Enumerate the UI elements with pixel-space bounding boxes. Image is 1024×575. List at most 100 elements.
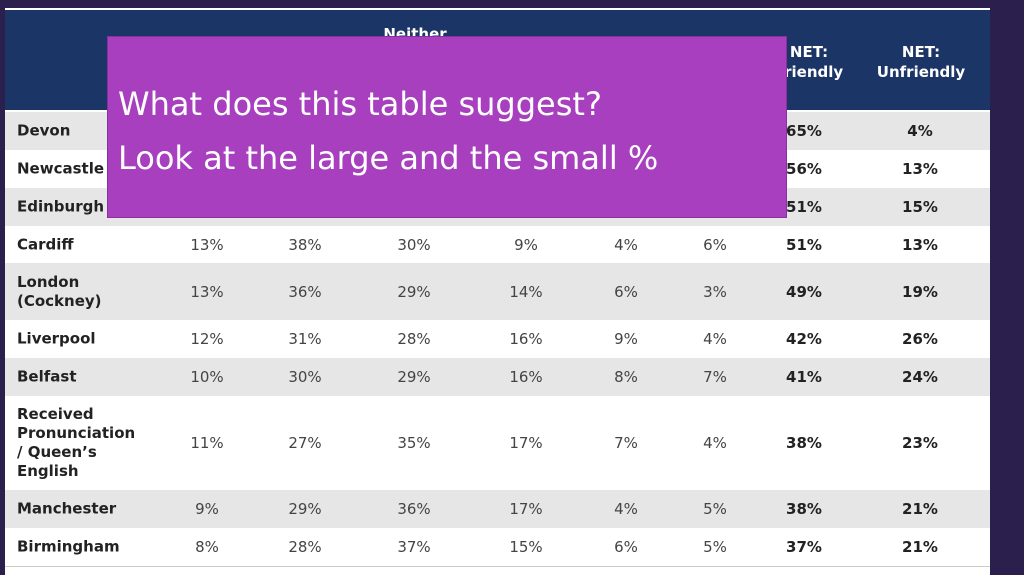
row-label: Devon	[17, 122, 70, 141]
net-cell: 13%	[902, 160, 938, 178]
row-label: Manchester	[17, 500, 116, 519]
cell: 8%	[614, 368, 638, 386]
cell: 30%	[397, 235, 431, 254]
label-line: Birmingham	[17, 537, 120, 556]
cell: 5%	[703, 500, 727, 518]
net-cell: 23%	[902, 434, 938, 452]
net-cell: 51%	[786, 198, 822, 216]
net-cell: 26%	[902, 330, 938, 348]
cell: 27%	[288, 434, 322, 452]
overlay-text: Look at the large and the small %	[118, 139, 659, 177]
table-row	[5, 396, 990, 491]
net-cell: 37%	[786, 538, 822, 556]
overlay-text: What does this table suggest?	[118, 85, 602, 123]
cell: 29%	[288, 500, 322, 518]
label-line: Received	[17, 405, 94, 423]
label-line: Cardiff	[17, 235, 74, 253]
net-cell: 41%	[786, 368, 822, 386]
overlay-box: What does this table suggest? Look at the…	[107, 36, 787, 218]
header-line: Unfriendly	[876, 63, 966, 81]
cell: 28%	[288, 538, 322, 556]
table-row	[5, 358, 990, 397]
label-line: Manchester	[17, 499, 117, 518]
table-row	[5, 490, 990, 529]
cell: 16%	[509, 368, 543, 386]
cell: 12%	[190, 330, 224, 348]
net-cell: 13%	[902, 235, 938, 254]
net-cell: 21%	[902, 500, 938, 518]
table-row	[5, 320, 990, 359]
label-line: Devon	[17, 121, 71, 140]
label-line: Pronunciation	[17, 424, 136, 442]
row-label: Liverpool	[17, 330, 96, 349]
table-row	[5, 263, 990, 321]
net-cell: 49%	[786, 282, 822, 301]
header-cell: NET: Friendly	[775, 42, 843, 82]
net-cell: 56%	[786, 160, 822, 178]
net-cell: 4%	[907, 122, 933, 140]
cell: 9%	[514, 235, 538, 254]
cell: 10%	[190, 368, 224, 386]
header-line: NET:	[789, 43, 829, 61]
cell: 30%	[288, 368, 322, 386]
cell: 4%	[703, 434, 727, 452]
cell: 13%	[190, 282, 224, 301]
cell: 16%	[509, 330, 543, 348]
cell: 7%	[703, 368, 727, 386]
label-line: English	[17, 462, 79, 480]
cell: 4%	[614, 500, 638, 518]
cell: 13%	[190, 235, 224, 254]
cell: 31%	[288, 330, 322, 348]
net-cell: 38%	[786, 500, 822, 518]
row-label: Birmingham	[17, 538, 120, 557]
header-cell: NET: Unfriendly	[877, 42, 965, 82]
net-cell: 19%	[902, 282, 938, 301]
cell: 35%	[397, 434, 431, 452]
header-line: Friendly	[774, 63, 844, 81]
cell: 9%	[195, 500, 219, 518]
cell: 17%	[509, 434, 543, 452]
header-line: NET:	[901, 43, 941, 61]
cell: 7%	[614, 434, 638, 452]
row-label: Cardiff	[17, 235, 74, 254]
net-cell: 51%	[786, 235, 822, 254]
cell: 6%	[614, 538, 638, 556]
row-label: Edinburgh	[17, 198, 104, 217]
cell: 5%	[703, 538, 727, 556]
row-label: Received Pronunciation / Queen’s English	[17, 405, 135, 481]
cell: 9%	[614, 330, 638, 348]
net-cell: 38%	[786, 434, 822, 452]
table-row	[5, 226, 990, 264]
label-line: Liverpool	[17, 329, 96, 348]
cell: 6%	[614, 282, 638, 301]
cell: 4%	[614, 235, 638, 254]
cell: 11%	[190, 434, 224, 452]
net-cell: 65%	[786, 122, 822, 140]
net-cell: 42%	[786, 330, 822, 348]
label-line: Belfast	[17, 367, 77, 386]
net-cell: 21%	[902, 538, 938, 556]
label-line: Newcastle	[17, 159, 105, 178]
label-line: London	[17, 272, 80, 291]
cell: 8%	[195, 538, 219, 556]
row-label: London (Cockney)	[17, 273, 102, 311]
row-label: Newcastle	[17, 160, 104, 179]
cell: 4%	[703, 330, 727, 348]
cell: 3%	[703, 282, 727, 301]
cell: 17%	[509, 500, 543, 518]
label-line: Edinburgh	[17, 197, 105, 216]
cell: 37%	[397, 538, 431, 556]
cell: 38%	[288, 235, 322, 254]
row-label: Belfast	[17, 368, 77, 387]
net-cell: 24%	[902, 368, 938, 386]
net-cell: 15%	[902, 198, 938, 216]
cell: 28%	[397, 330, 431, 348]
cell: 29%	[397, 368, 431, 386]
cell: 14%	[509, 282, 543, 301]
label-line: / Queen’s	[17, 443, 97, 461]
table-row	[5, 528, 990, 567]
cell: 29%	[397, 282, 431, 301]
cell: 36%	[288, 282, 322, 301]
cell: 6%	[703, 235, 727, 254]
